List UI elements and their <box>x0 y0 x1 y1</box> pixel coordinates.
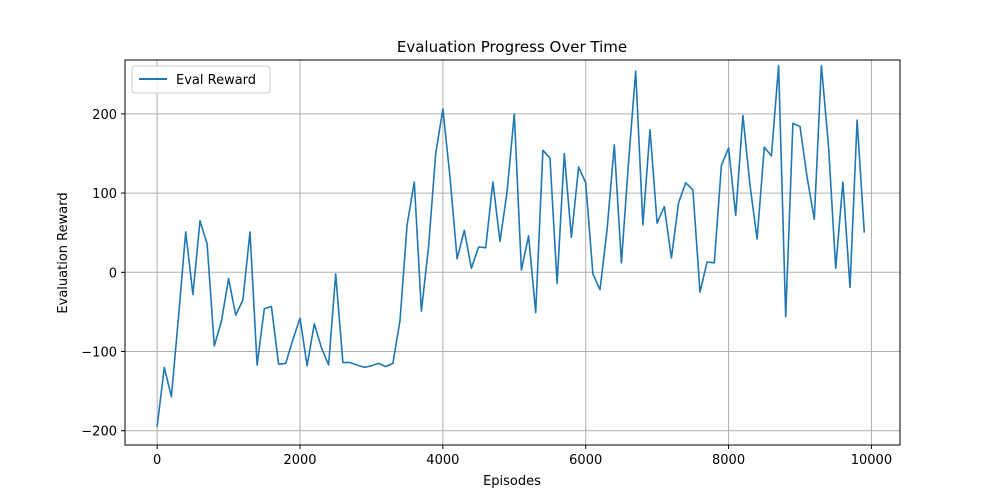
x-tick-label: 10000 <box>851 453 892 468</box>
legend: Eval Reward <box>131 65 271 94</box>
y-axis-title: Evaluation Reward <box>56 192 71 313</box>
x-tick-label: 2000 <box>283 453 316 468</box>
y-axis: −200 −100 0 100 200 <box>81 108 125 440</box>
series-line-eval-reward <box>156 64 866 427</box>
x-axis: 0 2000 4000 6000 8000 10000 <box>153 445 892 468</box>
series-lines <box>156 64 866 427</box>
y-tick-label: −100 <box>81 346 117 361</box>
chart-title: Evaluation Progress Over Time <box>397 38 627 56</box>
y-tick-label: 200 <box>92 108 117 123</box>
grid-lines <box>125 60 900 445</box>
x-tick-label: 4000 <box>426 453 459 468</box>
x-tick-label: 6000 <box>569 453 602 468</box>
y-tick-label: 0 <box>109 266 117 281</box>
y-tick-label: −200 <box>81 425 117 440</box>
x-tick-label: 0 <box>153 453 161 468</box>
legend-frame <box>131 65 271 94</box>
plot-area-frame <box>124 59 901 446</box>
y-tick-label: 100 <box>92 187 117 202</box>
x-axis-title: Episodes <box>483 474 541 489</box>
legend-label: Eval Reward <box>176 73 256 88</box>
x-tick-label: 8000 <box>712 453 745 468</box>
